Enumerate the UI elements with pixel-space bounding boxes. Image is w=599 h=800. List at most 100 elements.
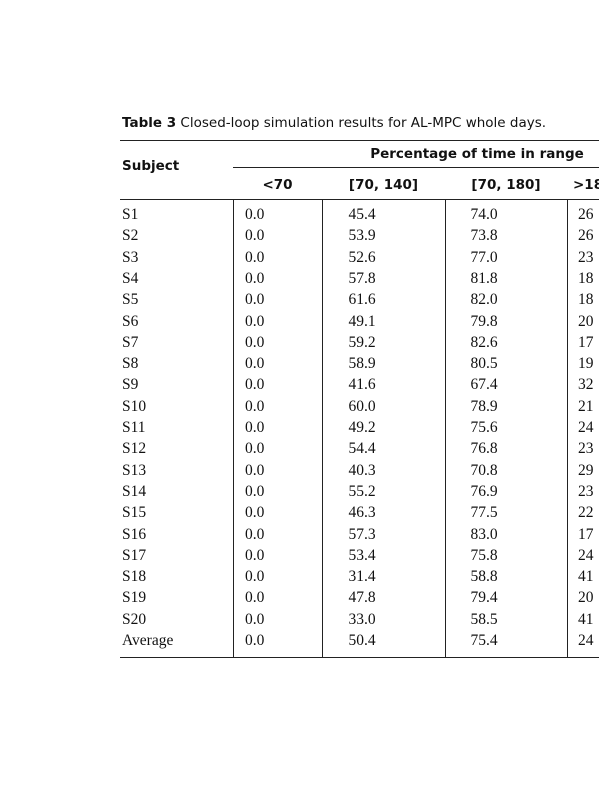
rule (445, 199, 446, 657)
cell: 58.5 (470, 610, 498, 628)
rule (120, 140, 599, 141)
cell: 32 (578, 376, 594, 394)
cell: 75.4 (470, 632, 498, 649)
cell: 17 (578, 333, 594, 351)
cell: 82.0 (470, 291, 498, 309)
cell: 0.0 (245, 504, 265, 522)
cell: 67.4 (470, 376, 498, 394)
cell: 21 (578, 397, 594, 415)
cell: 80.5 (470, 355, 498, 373)
cell: 0.0 (245, 397, 265, 415)
row-label: S12 (122, 440, 147, 458)
row-label: S16 (122, 525, 147, 543)
cell: 0.0 (245, 546, 265, 564)
cell: 57.3 (348, 525, 376, 543)
cell: 50.4 (348, 632, 376, 649)
cell: 77.0 (470, 248, 498, 266)
cell: 0.0 (245, 248, 265, 266)
row-label: S19 (122, 589, 147, 607)
cell: 82.6 (470, 333, 498, 351)
cell: 20 (578, 589, 594, 607)
cell: 61.6 (348, 291, 376, 309)
cell: 58.8 (470, 568, 498, 586)
cell: 0.0 (245, 525, 265, 543)
cell: 49.2 (348, 419, 376, 436)
cell: 24 (578, 632, 594, 649)
row-label: S9 (122, 376, 139, 394)
column-header: >18 (573, 177, 599, 193)
cell: 18 (578, 269, 594, 287)
rule (567, 199, 568, 657)
cell: 0.0 (245, 206, 265, 223)
rule (233, 167, 599, 168)
cell: 26 (578, 206, 594, 223)
cell: 76.9 (470, 482, 498, 500)
group-header: Percentage of time in range (370, 146, 584, 162)
cell: 0.0 (245, 440, 265, 458)
cell: 45.4 (348, 206, 376, 223)
cell: 23 (578, 440, 594, 458)
cell: 0.0 (245, 482, 265, 500)
cell: 0.0 (245, 632, 265, 649)
row-label: S1 (122, 206, 139, 223)
cell: 0.0 (245, 227, 265, 245)
cell: 49.1 (348, 312, 376, 330)
caption-text: Closed-loop simulation results for AL-MP… (180, 115, 547, 131)
cell: 20 (578, 312, 594, 330)
cell: 24 (578, 546, 594, 564)
cell: 23 (578, 482, 594, 500)
row-label: S3 (122, 248, 139, 266)
cell: 60.0 (348, 397, 376, 415)
cell: 41.6 (348, 376, 376, 394)
cell: 52.6 (348, 248, 376, 266)
cell: 46.3 (348, 504, 376, 522)
rule (322, 199, 323, 657)
row-label: S8 (122, 355, 139, 373)
row-label: S7 (122, 333, 139, 351)
row-label: S2 (122, 227, 139, 245)
cell: 24 (578, 419, 594, 436)
rule (120, 199, 599, 200)
row-label: S14 (122, 482, 147, 500)
cell: 77.5 (470, 504, 498, 522)
cell: 0.0 (245, 461, 265, 479)
row-label: Average (122, 632, 174, 649)
cell: 70.8 (470, 461, 498, 479)
cell: 53.9 (348, 227, 376, 245)
row-label: S10 (122, 397, 147, 415)
cell: 0.0 (245, 333, 265, 351)
cell: 41 (578, 568, 594, 586)
column-header: [70, 140] (348, 177, 419, 193)
cell: 81.8 (470, 269, 498, 287)
cell: 0.0 (245, 610, 265, 628)
cell: 79.8 (470, 312, 498, 330)
cell: 47.8 (348, 589, 376, 607)
cell: 41 (578, 610, 594, 628)
cell: 83.0 (470, 525, 498, 543)
column-header: <70 (262, 177, 293, 193)
cell: 75.6 (470, 419, 498, 436)
cell: 58.9 (348, 355, 376, 373)
cell: 76.8 (470, 440, 498, 458)
row-label: S4 (122, 269, 139, 287)
cell: 57.8 (348, 269, 376, 287)
cell: 78.9 (470, 397, 498, 415)
caption-label: Table 3 (122, 115, 177, 131)
header: Subject (122, 158, 180, 174)
cell: 73.8 (470, 227, 498, 245)
row-label: S11 (122, 419, 146, 436)
rule (233, 199, 234, 657)
cell: 23 (578, 248, 594, 266)
cell: 0.0 (245, 376, 265, 394)
row-label: S15 (122, 504, 147, 522)
row-label: S18 (122, 568, 147, 586)
cell: 0.0 (245, 312, 265, 330)
rule (120, 657, 599, 658)
cell: 29 (578, 461, 594, 479)
cell: 19 (578, 355, 594, 373)
row-label: S5 (122, 291, 139, 309)
cell: 0.0 (245, 291, 265, 309)
cell: 79.4 (470, 589, 498, 607)
cell: 59.2 (348, 333, 376, 351)
cell: 18 (578, 291, 594, 309)
